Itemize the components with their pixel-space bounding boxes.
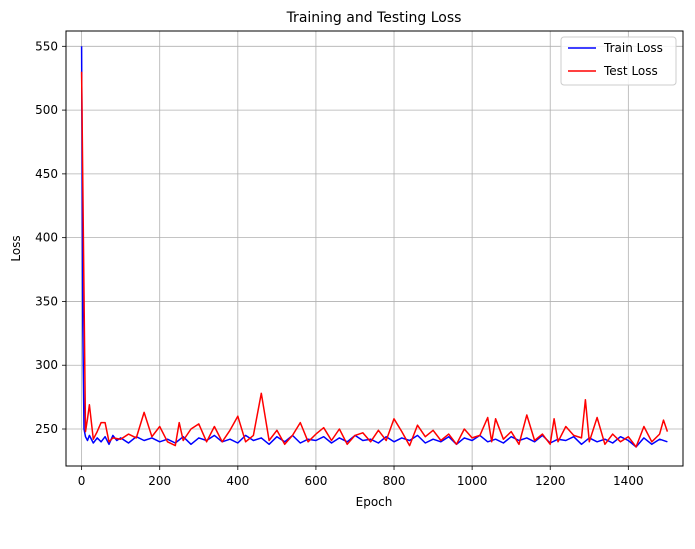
x-tick-label: 600	[304, 474, 327, 488]
x-tick-label: 1000	[457, 474, 488, 488]
x-tick-label: 800	[383, 474, 406, 488]
x-tick-label: 1400	[613, 474, 644, 488]
legend-label-train: Train Loss	[603, 41, 663, 55]
y-axis-label: Loss	[9, 235, 23, 261]
legend-label-test: Test Loss	[603, 64, 658, 78]
y-tick-label: 500	[35, 103, 58, 117]
y-tick-label: 400	[35, 231, 58, 245]
y-tick-label: 300	[35, 358, 58, 372]
x-axis-label: Epoch	[356, 495, 393, 509]
y-axis: 250 300 350 400 450 500 550	[35, 39, 66, 436]
x-tick-label: 200	[148, 474, 171, 488]
y-tick-label: 550	[35, 39, 58, 53]
series-lines	[80, 46, 669, 448]
chart-title: Training and Testing Loss	[286, 10, 462, 26]
x-tick-label: 1200	[535, 474, 566, 488]
y-tick-label: 250	[35, 422, 58, 436]
x-tick-label: 400	[226, 474, 249, 488]
series-line-test	[80, 71, 669, 448]
x-tick-label: 0	[78, 474, 86, 488]
legend: Train Loss Test Loss	[560, 36, 677, 86]
x-axis: 0 200 400 600 800 1000 1200 1400	[78, 466, 644, 488]
plot-frame	[65, 30, 684, 467]
y-tick-label: 450	[35, 167, 58, 181]
legend-box	[560, 36, 677, 86]
y-tick-label: 350	[35, 294, 58, 308]
grid-lines	[66, 31, 683, 466]
